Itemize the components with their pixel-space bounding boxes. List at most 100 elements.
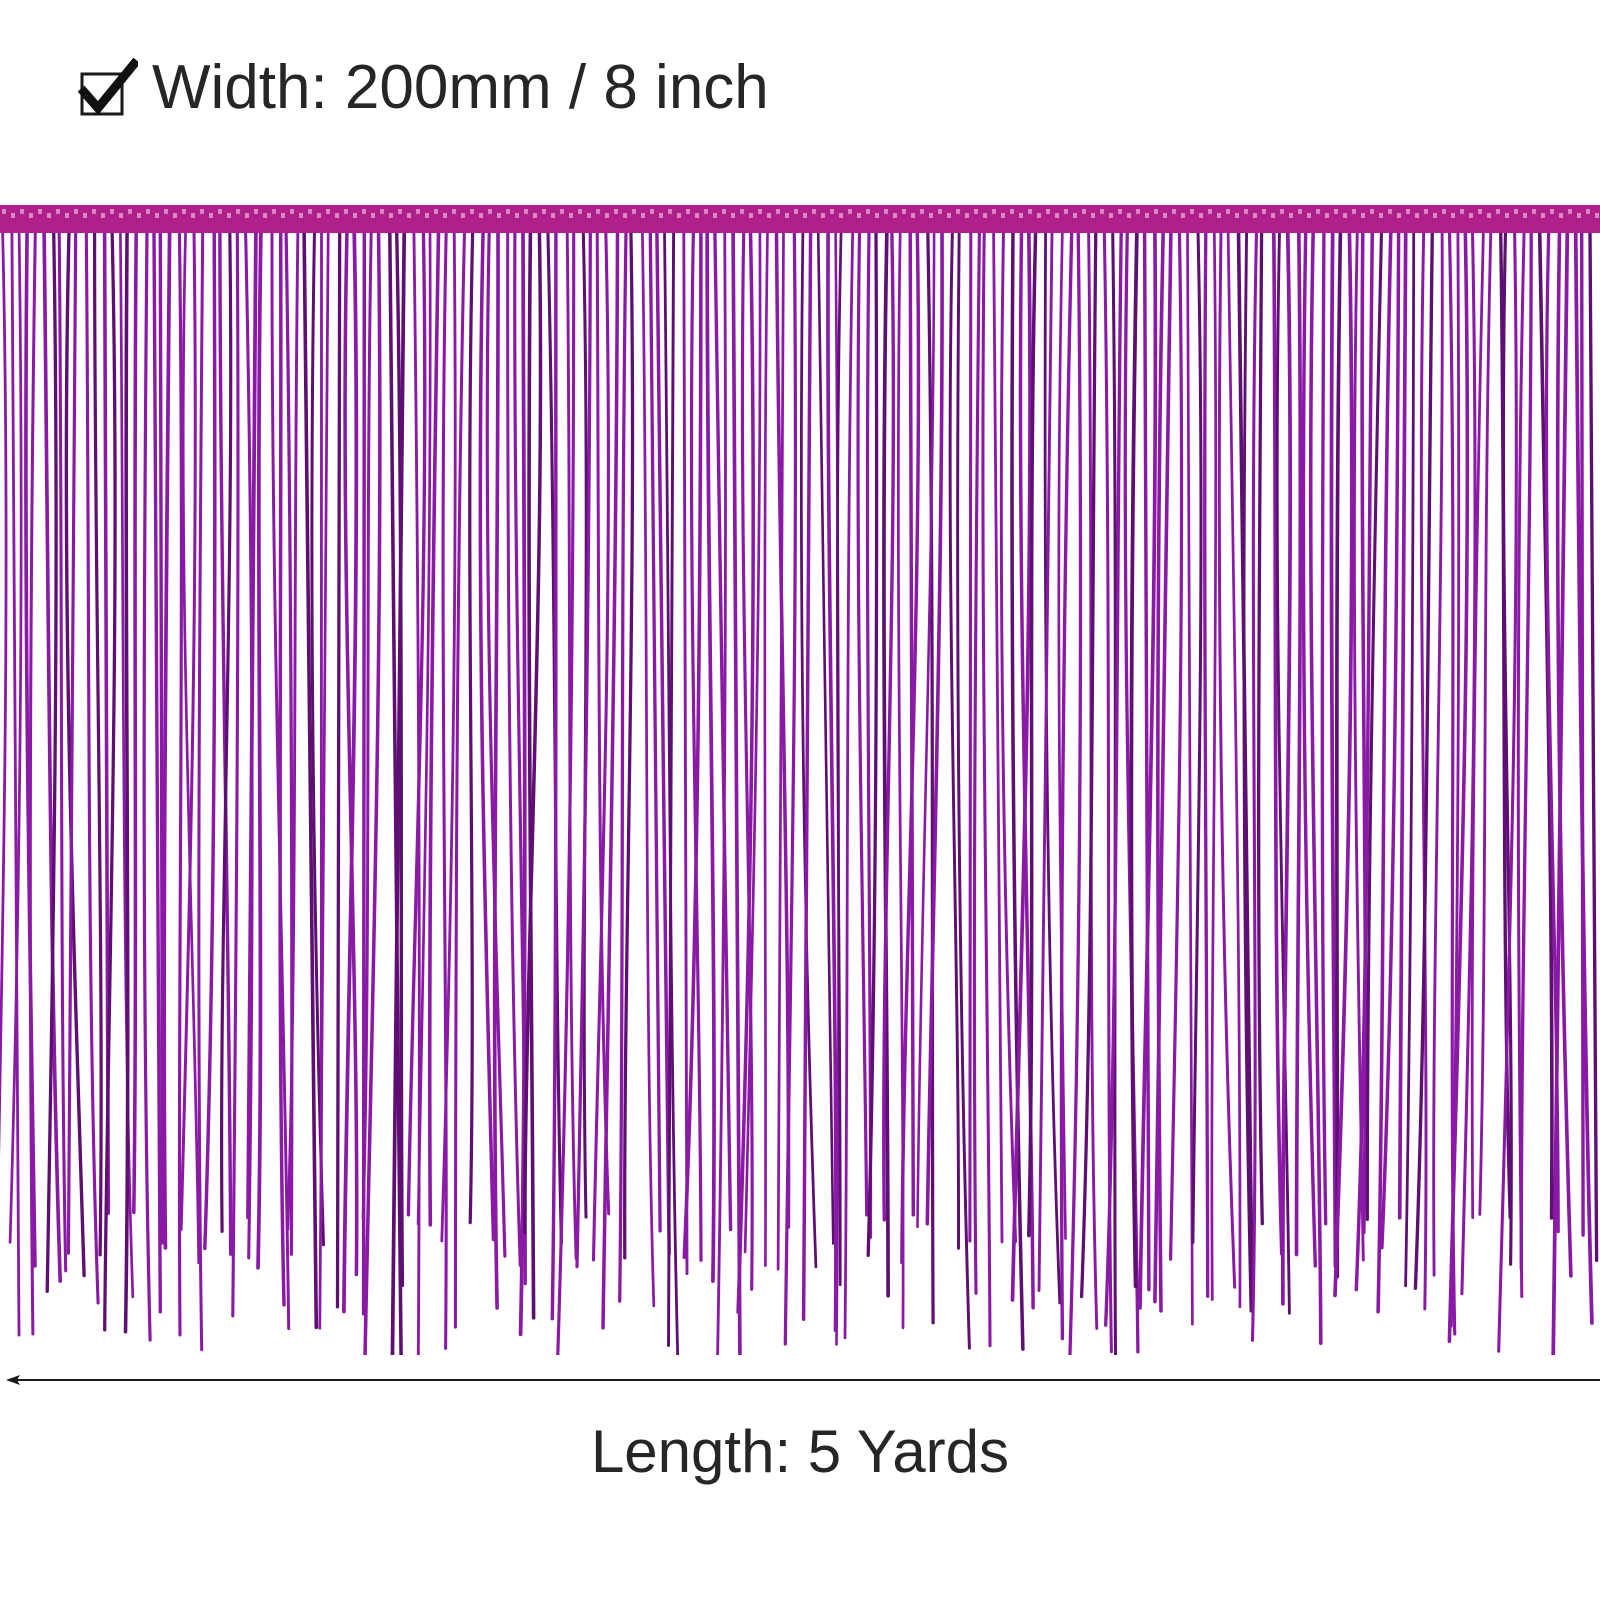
fringe-tape xyxy=(0,205,1600,233)
fringe-strand xyxy=(1142,229,1151,1292)
fringe-strand xyxy=(1308,229,1323,1345)
fringe-strand xyxy=(388,229,403,1355)
fringe-tape-stitch xyxy=(146,209,150,214)
fringe-tape-stitch xyxy=(1397,213,1401,218)
fringe-strand xyxy=(800,229,818,1269)
fringe-tape-stitch xyxy=(488,209,492,214)
fringe-tape-stitch xyxy=(677,213,681,218)
fringe-strand xyxy=(743,229,762,1254)
fringe-tape-stitch xyxy=(1055,213,1059,218)
fringe-strand xyxy=(0,229,8,1158)
fringe-tape-band xyxy=(0,205,1600,233)
fringe-tape-stitch xyxy=(209,213,213,218)
fringe-strand xyxy=(575,229,592,1269)
fringe-strand xyxy=(343,229,359,1277)
fringe-strand xyxy=(1275,229,1291,1315)
fringe-strand xyxy=(1059,229,1074,1341)
fringe-tape-stitch xyxy=(578,209,582,214)
fringe-strand xyxy=(689,229,703,1262)
fringe-strand xyxy=(256,229,263,1270)
fringe-strand xyxy=(968,229,973,1243)
fringe-strand xyxy=(158,229,165,1245)
fringe-strand xyxy=(177,229,183,1337)
fringe-tape-stitch xyxy=(1199,213,1203,218)
fringe-tape-stitch xyxy=(497,213,501,218)
fringe-strand xyxy=(1376,229,1393,1314)
fringe-strand xyxy=(342,229,359,1314)
fringe-tape-stitch xyxy=(1595,213,1599,218)
fringe-tape-stitch xyxy=(1469,213,1473,218)
fringe-strand xyxy=(1397,229,1408,1220)
fringe-strand xyxy=(1226,229,1242,1309)
fringe-strand xyxy=(506,229,522,1267)
fringe-strand xyxy=(1447,229,1470,1343)
fringe-tape-stitch xyxy=(29,213,33,218)
fringe-strand xyxy=(181,229,201,1265)
fringe-strand xyxy=(641,229,656,1308)
fringe-strand xyxy=(441,229,448,1350)
fringe-tape-stitch xyxy=(947,213,951,218)
fringe-strand xyxy=(1380,229,1401,1250)
fringe-strand xyxy=(485,229,507,1258)
fringe-tape-stitch xyxy=(56,209,60,214)
fringe-strand xyxy=(1519,229,1533,1271)
fringe-strand xyxy=(478,229,496,1242)
fringe-tape-stitch xyxy=(1433,213,1437,218)
fringe-tape-stitch xyxy=(857,213,861,218)
fringe-tape-stitch xyxy=(641,213,645,218)
fringe-strand xyxy=(1320,229,1328,1226)
fringe-tape-stitch xyxy=(173,213,177,218)
fringe-strand xyxy=(1333,229,1354,1298)
fringe-strand xyxy=(1501,229,1513,1266)
fringe-tape-stitch xyxy=(353,213,357,218)
fringe-tape-stitch xyxy=(461,213,465,218)
fringe-tape-stitch xyxy=(596,209,600,214)
fringe-strand xyxy=(981,229,992,1348)
fringe-strand xyxy=(1191,229,1203,1244)
fringe-tape-stitch xyxy=(785,213,789,218)
fringe-tape-stitch xyxy=(794,209,798,214)
fringe-strand xyxy=(1242,229,1253,1313)
fringe-strand xyxy=(220,229,233,1233)
fringe-tape-stitch xyxy=(1451,213,1455,218)
fringe-tape-stitch xyxy=(1091,213,1095,218)
fringe-strand xyxy=(1168,229,1184,1261)
fringe-strand xyxy=(103,229,117,1332)
fringe-tape-stitch xyxy=(695,213,699,218)
fringe-strand xyxy=(682,229,689,1276)
fringe-strand xyxy=(601,229,620,1330)
fringe-strand xyxy=(865,229,873,1239)
fringe-strand xyxy=(361,229,373,1220)
fringe-tape-stitch xyxy=(1532,209,1536,214)
fringe-tape-stitch xyxy=(929,213,933,218)
fringe-tape-stitch xyxy=(1235,213,1239,218)
fringe-strand xyxy=(682,229,703,1259)
fringe-tape-stitch xyxy=(569,213,573,218)
fringe-tape-stitch xyxy=(1316,209,1320,214)
fringe-tape-stitch xyxy=(1460,209,1464,214)
fringe-tape-stitch xyxy=(1289,213,1293,218)
fringe-tape-stitch xyxy=(92,209,96,214)
fringe-strand xyxy=(667,229,676,1347)
fringe-strand xyxy=(856,229,869,1217)
fringe-strand xyxy=(10,229,21,1337)
fringe-strand xyxy=(836,229,843,1287)
fringe-strand xyxy=(302,229,319,1330)
fringe-strand xyxy=(1432,229,1444,1277)
fringe-tape-stitch xyxy=(137,213,141,218)
fringe-strand xyxy=(1329,229,1338,1269)
fringe-tape-stitch xyxy=(83,213,87,218)
fringe-strand xyxy=(440,229,457,1243)
fringe-tape-stitch xyxy=(938,209,942,214)
fringe-tape-stitch xyxy=(1109,213,1113,218)
fringe-tape-stitch xyxy=(515,213,519,218)
fringe-tape-stitch xyxy=(893,213,897,218)
fringe-strand xyxy=(763,229,769,1267)
fringe-tape-stitch xyxy=(1136,209,1140,214)
fringe-strand xyxy=(1335,229,1343,1279)
fringe-tape-stitch xyxy=(452,209,456,214)
fringe-tape-stitch xyxy=(1253,213,1257,218)
fringe-tape-stitch xyxy=(803,213,807,218)
fringe-tape-stitch xyxy=(542,209,546,214)
fringe-tape-stitch xyxy=(812,209,816,214)
